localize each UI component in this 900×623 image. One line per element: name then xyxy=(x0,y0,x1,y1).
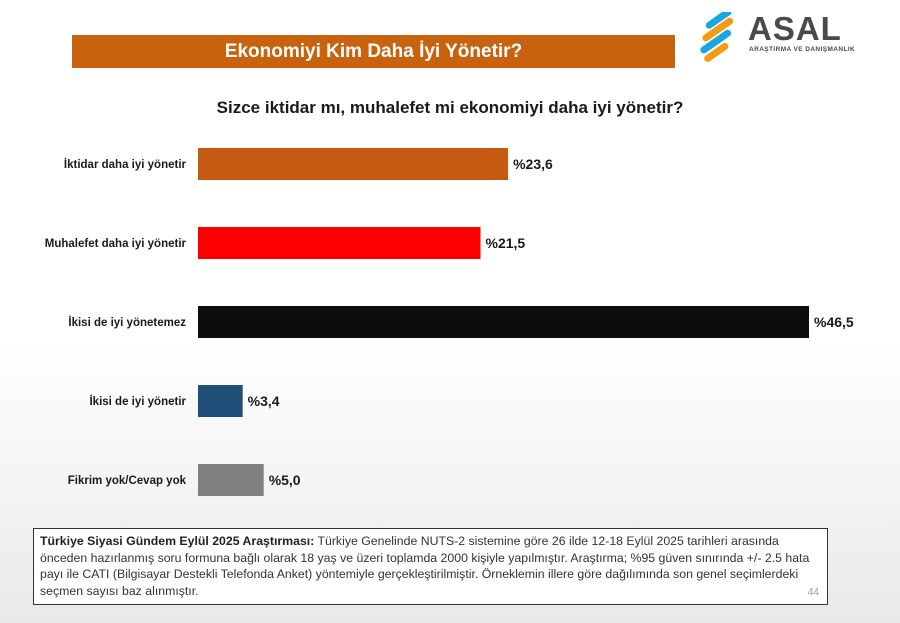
bar xyxy=(198,306,809,338)
chart-question: Sizce iktidar mı, muhalefet mi ekonomiyi… xyxy=(216,98,684,117)
category-label: Muhalefet daha iyi yönetir xyxy=(45,238,187,250)
logo-subtitle: ARAŞTIRMA VE DANIŞMANLIK xyxy=(749,46,856,53)
category-label: İkisi de iyi yönetir xyxy=(89,395,186,408)
page-number: 44 xyxy=(807,586,819,598)
value-label: %5,0 xyxy=(269,472,301,488)
logo-text: ASAL xyxy=(748,10,842,47)
page-title: Ekonomiyi Kim Daha İyi Yönetir? xyxy=(72,35,675,68)
logo-mark-icon xyxy=(700,12,734,62)
methodology-footnote: Türkiye Siyasi Gündem Eylül 2025 Araştır… xyxy=(33,528,828,605)
value-label: %21,5 xyxy=(486,235,526,251)
logo-icon xyxy=(700,12,734,62)
category-label: İkisi de iyi yönetemez xyxy=(68,316,186,329)
bar xyxy=(198,227,481,259)
footnote-title: Türkiye Siyasi Gündem Eylül 2025 Araştır… xyxy=(40,534,315,548)
value-label: %46,5 xyxy=(814,314,854,330)
bar xyxy=(198,464,264,496)
bar xyxy=(198,148,509,180)
bar-chart: İktidar daha iyi yönetir %23,6 Muhalefet d… xyxy=(45,148,854,496)
value-label: %23,6 xyxy=(513,156,553,172)
value-label: %3,4 xyxy=(248,393,280,409)
category-label: Fikrim yok/Cevap yok xyxy=(68,475,187,487)
footnote-text: Türkiye Genelinde NUTS-2 sistemine göre … xyxy=(40,534,810,598)
category-label: İktidar daha iyi yönetir xyxy=(64,158,187,171)
bar xyxy=(198,385,243,417)
